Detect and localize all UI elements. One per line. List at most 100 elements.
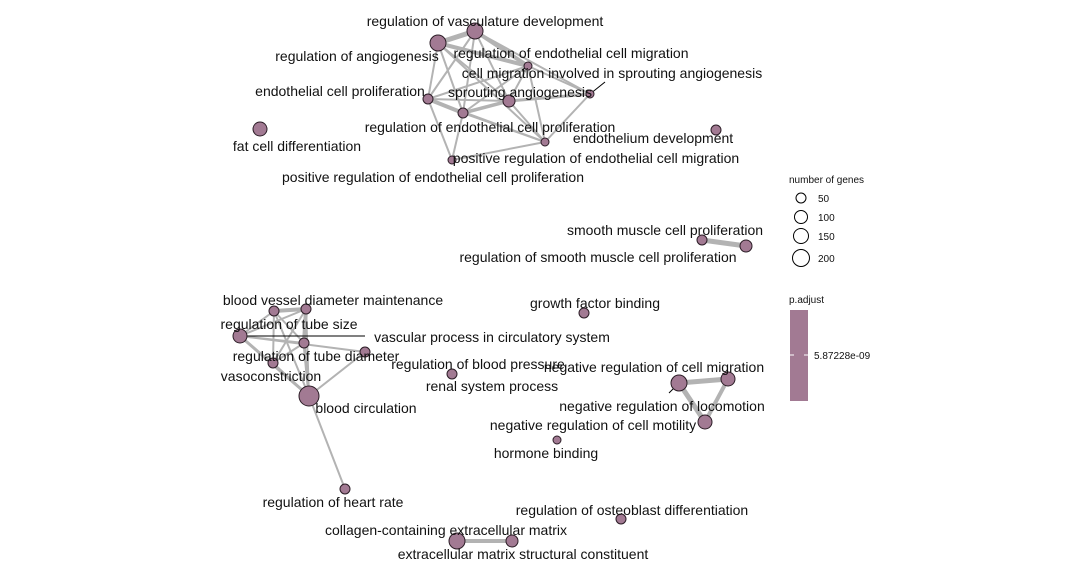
node-pos_reg_endo_mig [540,137,550,147]
node-vasoconstriction [267,357,279,369]
label-collagen_ecm: collagen-containing extracellular matrix [325,522,567,538]
legend-size-circle-200 [792,249,810,267]
legend-number-of-genes: number of genes 50 100 150 200 [789,175,864,267]
node-hormone_binding [552,435,562,445]
node-fat_cell_diff [252,121,268,137]
node-gf_binding [578,307,590,319]
legend-size-label-100: 100 [818,213,835,224]
label-fat_cell_diff: fat cell differentiation [233,138,361,154]
edge-cell_mig_sprout-pos_reg_endo_mig [544,93,591,143]
label-neg_reg_cell_mig: negative regulation of cell migration [544,359,764,375]
node-reg_heart_rate [339,483,351,495]
node-pos_reg_endo_prolif [447,155,457,165]
edge-endo_prolif-pos_reg_endo_mig [427,98,546,143]
edge-reg_tube_diam-vasoconstriction [272,342,305,364]
label-bv_diam: blood vessel diameter maintenance [223,292,443,308]
label-gf_binding: growth factor binding [530,295,660,311]
legend-size-label-50: 50 [818,194,830,205]
node-reg_vasc_dev [466,22,484,40]
label-pos_reg_endo_prolif: positive regulation of endothelial cell … [282,169,584,185]
edge-reg_endo_mig-endo_prolif [427,65,529,100]
edge-cell_mig_sprout-sprout_angio [507,92,592,103]
label-endo_prolif: endothelial cell proliferation [255,83,425,99]
label-ecm_struct: extracellular matrix structural constitu… [398,546,649,562]
edge-reg_angio-reg_endo_prolif [437,42,464,114]
edge-reg_endo_prolif-pos_reg_endo_prolif [451,112,464,161]
edge-smc_prolif-reg_smc_prolif [699,237,749,249]
edge-bv_diam-reg_tube_diam [273,310,305,344]
legend-size-label-200: 200 [818,254,835,265]
label-reg_endo_prolif: regulation of endothelial cell prolifera… [365,119,616,135]
legend-size-circle-50 [795,192,807,204]
edge-bv_diam-vasoconstriction [272,310,275,364]
label-reg_tube_diam: regulation of tube diameter [233,348,400,364]
label-sprout_angio: sprouting angiogenesis [448,84,592,100]
node-smc_prolif [696,234,708,246]
label-smc_prolif: smooth muscle cell proliferation [567,222,763,238]
edge-reg_endo_prolif-sprout_angio [461,99,511,115]
label-blood_circ: blood circulation [315,400,416,416]
legend-colorbar [790,310,808,401]
label-reg_vasc_dev: regulation of vasculature development [367,13,604,29]
edge-reg_endo_mig-cell_mig_sprout [527,65,591,95]
edge-bv_diam-blood_circ [273,310,310,397]
node-sprout_angio [502,94,516,108]
label-vasoconstriction: vasoconstriction [221,368,321,384]
edge-reg_tube_size-vasc_process [239,308,307,337]
legend-color-title: p.adjust [789,295,824,306]
label-reg_bp: regulation of blood pressure [391,356,565,372]
node-reg_tube_diam [298,337,310,349]
node-vasc_process [232,328,248,344]
label-layer: regulation of vasculature development reg… [221,13,765,562]
label-hormone_binding: hormone binding [494,445,598,461]
node-reg_osteo [615,513,627,525]
node-neg_reg_cell_mig [720,371,736,387]
legend-size-circle-150 [793,228,809,244]
edge-reg_endo_mig-sprout_angio [508,65,529,102]
label-renal: renal system process [426,378,558,394]
label-reg_osteo: regulation of osteoblast differentiation [516,502,748,518]
label-pos_reg_endo_mig: positive regulation of endothelial cell … [453,150,739,166]
edge-reg_vasc_dev-sprout_angio [474,30,510,102]
legend-colorbar-value: 5.87228e-09 [814,351,871,362]
edge-blood_circ-reg_heart_rate [308,395,346,490]
edge-endo_prolif-sprout_angio [427,98,510,102]
node-collagen_ecm [448,532,466,550]
edge-pos_reg_endo_mig-pos_reg_endo_prolif [451,141,546,161]
node-renal [446,368,458,380]
legend-size-label-150: 150 [818,232,835,243]
node-reg_angio [429,34,447,52]
edge-reg_vasc_dev-cell_mig_sprout [474,30,591,95]
label-reg_smc_prolif: regulation of smooth muscle cell prolife… [459,249,736,265]
label-reg_tube_size: regulation of tube size [221,316,358,332]
node-neg_reg_locomotion [670,374,688,392]
edge-sprout_angio-pos_reg_endo_mig [508,100,546,143]
node-reg_tube_size [300,303,312,315]
node-cell_mig_sprout [585,89,595,99]
edge-reg_vasc_dev-endo_prolif [427,30,476,100]
label-reg_endo_mig: regulation of endothelial cell migration [453,45,688,61]
edge-reg_endo_mig-reg_endo_prolif [462,65,529,114]
edge-neg_reg_cell_mig-neg_reg_motility [703,377,730,424]
node-reg_endo_prolif [457,107,469,119]
edge-reg_endo_mig-pos_reg_endo_mig [527,65,546,143]
label-vasc_process: vascular process in circulatory system [374,329,610,345]
label-neg_reg_motility: negative regulation of cell motility [490,417,696,433]
legend-p-adjust: p.adjust 5.87228e-09 [789,295,871,401]
node-reg_smc_prolif [739,239,753,253]
label-reg_heart_rate: regulation of heart rate [263,494,404,510]
node-ecm_struct [505,534,519,548]
label-reg_angio: regulation of angiogenesis [275,48,438,64]
edge-blood_circ-reg_bp [308,351,366,397]
legend-size-title: number of genes [789,175,864,186]
legend-size-circle-100 [794,210,808,224]
edge-endo_prolif-pos_reg_endo_prolif [427,98,453,161]
node-blood_circ [298,385,320,407]
label-endothelium_dev: endothelium development [573,130,733,146]
edge-reg_angio-reg_endo_mig [436,41,530,68]
node-endothelium_dev [710,124,722,136]
node-neg_reg_motility [697,414,713,430]
label-cell_mig_sprout: cell migration involved in sprouting ang… [462,65,762,81]
node-bv_diam [268,305,280,317]
